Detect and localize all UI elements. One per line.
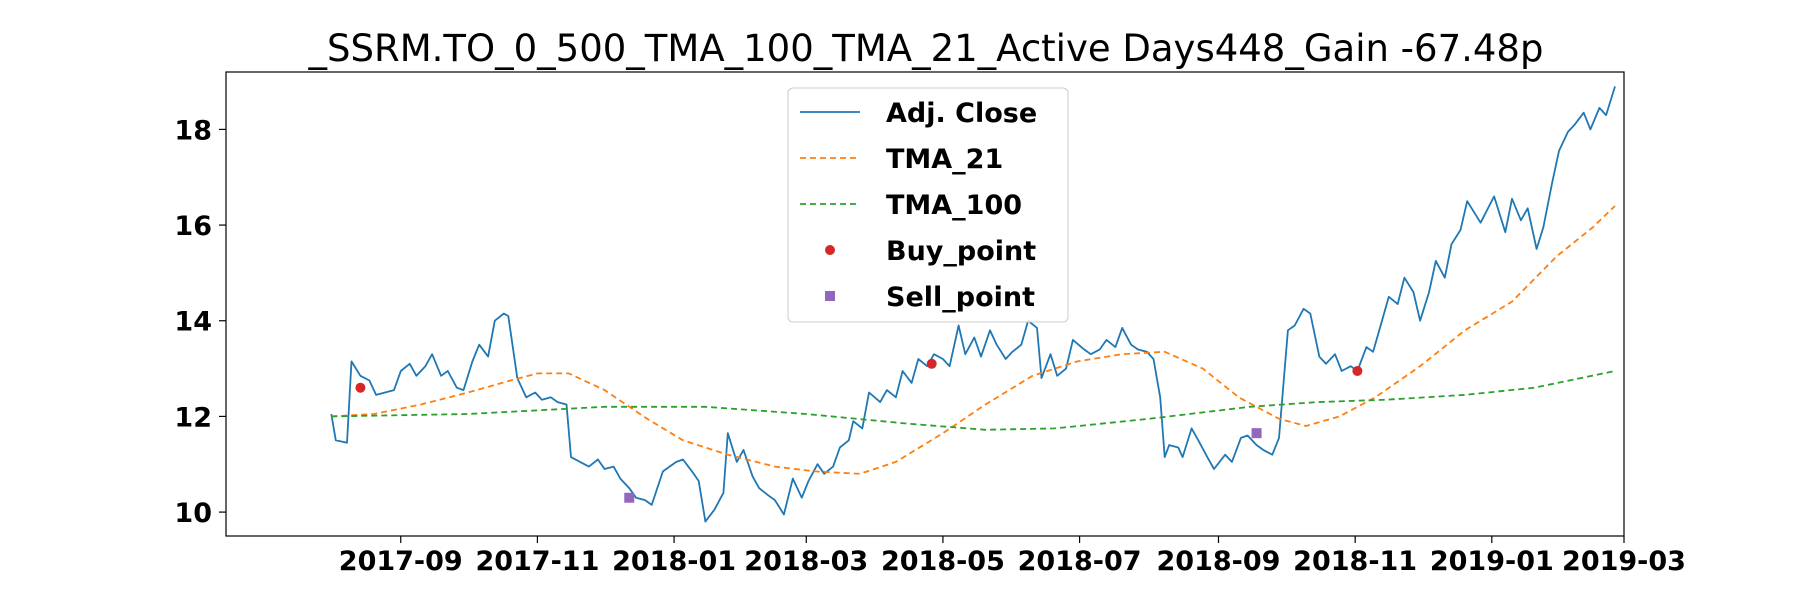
x-tick-label: 2017-11 (475, 546, 599, 577)
y-tick-label: 16 (174, 211, 212, 242)
legend: Adj. Close TMA_21 TMA_100 Buy_point Sell_poi… (787, 87, 1069, 323)
legend-label-tma-21: TMA_21 (886, 144, 1003, 175)
plot-area (330, 86, 1616, 523)
y-tick-label: 18 (174, 115, 212, 146)
legend-label-tma-100: TMA_100 (886, 190, 1022, 221)
legend-swatch-sell-point (825, 291, 835, 301)
x-tick-label: 2018-11 (1293, 546, 1417, 577)
legend-label-sell-point: Sell_point (886, 282, 1035, 313)
x-tick-label: 2017-09 (339, 546, 463, 577)
series-line-tma-21 (331, 205, 1616, 475)
y-tick-label: 10 (174, 498, 212, 529)
sell-point-marker (1251, 428, 1262, 439)
x-tick-label: 2019-03 (1562, 546, 1686, 577)
legend-label-adj-close: Adj. Close (886, 98, 1037, 129)
x-tick-label: 2018-09 (1157, 546, 1281, 577)
buy-point-marker (355, 382, 366, 393)
x-tick-label: 2018-03 (744, 546, 868, 577)
series-line-adj-close (330, 86, 1616, 523)
y-tick-label: 14 (174, 307, 212, 338)
sell-point-marker (624, 492, 635, 503)
y-tick-label: 12 (174, 402, 212, 433)
plot-frame (225, 71, 1625, 537)
buy-point-marker (926, 358, 937, 369)
x-tick-label: 2018-01 (612, 546, 736, 577)
axes: 10 12 14 16 18 2017-09 2017-11 2018-01 2018-03 20… (174, 71, 1686, 577)
x-tick-label: 2018-05 (881, 546, 1005, 577)
chart-title: _SSRM.TO_0_500_TMA_100_TMA_21_Active Day… (308, 27, 1544, 70)
legend-swatch-buy-point (825, 245, 835, 255)
x-tick-label: 2018-07 (1018, 546, 1142, 577)
x-tick-label: 2019-01 (1430, 546, 1554, 577)
legend-box (787, 87, 1069, 323)
series-line-tma-100 (331, 370, 1616, 431)
legend-label-buy-point: Buy_point (886, 236, 1036, 267)
buy-point-marker (1352, 365, 1363, 376)
